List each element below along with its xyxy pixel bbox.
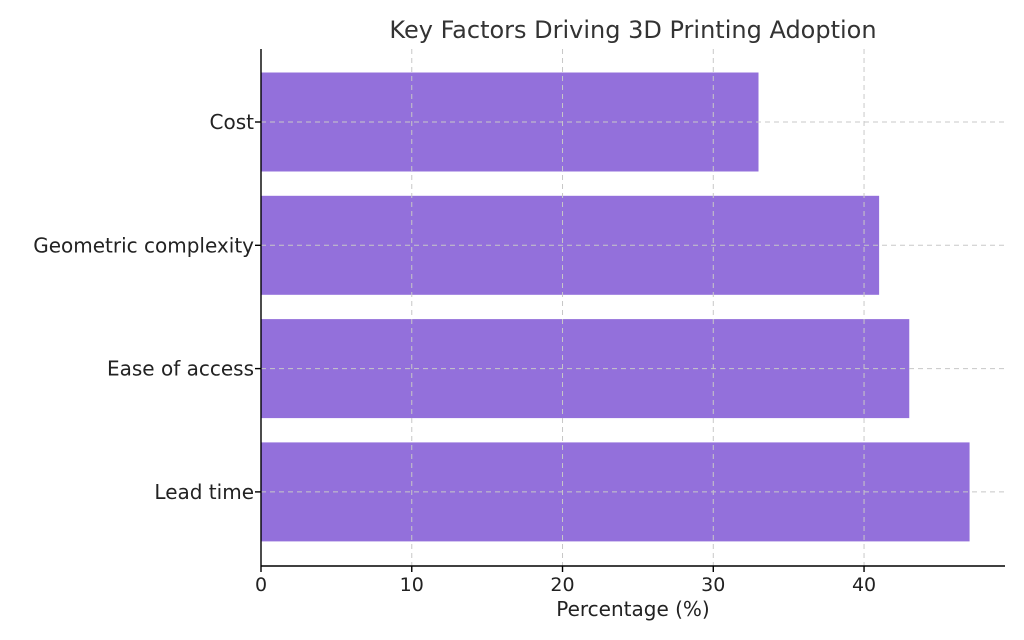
x-tick-label: 20	[550, 574, 574, 596]
x-tick-label: 10	[400, 574, 424, 596]
category-label: Ease of access	[107, 357, 254, 381]
bars	[261, 72, 970, 542]
x-tick-label: 0	[255, 574, 267, 596]
chart-title: Key Factors Driving 3D Printing Adoption	[389, 16, 876, 44]
grid-lines	[260, 49, 1005, 566]
category-label: Geometric complexity	[33, 233, 254, 257]
category-label: Cost	[210, 110, 255, 134]
x-tick-labels: 0 10 20 30 40	[255, 566, 876, 596]
x-axis-label: Percentage (%)	[556, 597, 709, 621]
x-tick-label: 30	[701, 574, 725, 596]
category-label: Lead time	[154, 480, 254, 504]
x-tick-label: 40	[852, 574, 876, 596]
category-labels: Cost Geometric complexity Ease of access Le…	[33, 110, 261, 504]
